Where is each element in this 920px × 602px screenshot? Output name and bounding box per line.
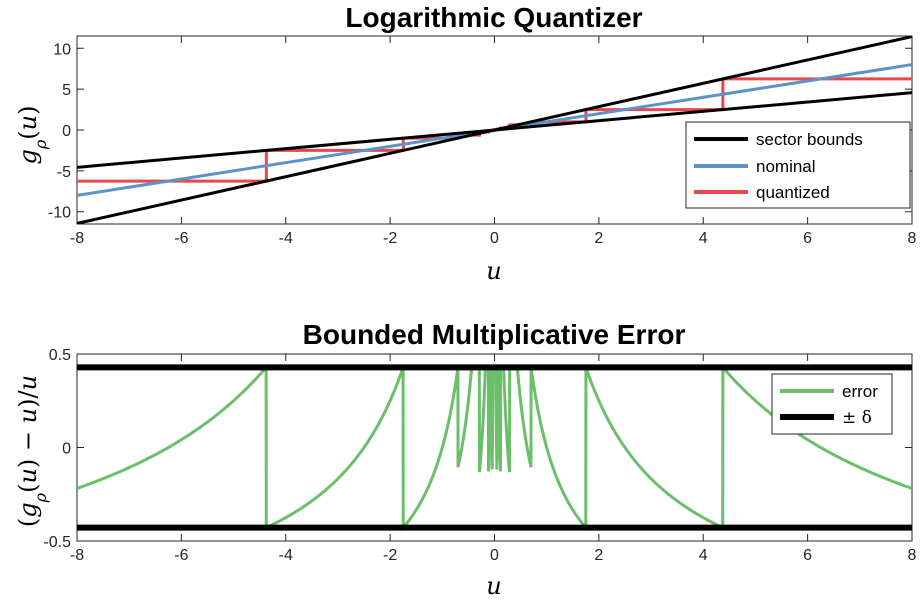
bottom-x-tick-label: 2: [594, 547, 603, 564]
bottom-legend: error ± δ: [771, 373, 893, 435]
top-x-tick-label: -4: [279, 230, 293, 247]
legend-label-delta: ± δ: [842, 408, 872, 428]
top-y-axis-label: gρ(u): [14, 106, 50, 165]
top-x-tick-label: 8: [908, 230, 917, 247]
legend-label-error: error: [842, 382, 878, 401]
bottom-x-tick-label: 8: [908, 547, 917, 564]
legend-label-nominal: nominal: [756, 157, 816, 176]
bottom-x-tick-label: -4: [279, 547, 293, 564]
bottom-x-axis-label: u: [486, 572, 501, 600]
top-plot-area: -8 -6 -4 -2 0 2 4 6 8 10 5 0 -5 -10: [48, 35, 917, 247]
top-y-tick-label: 10: [53, 41, 71, 58]
top-legend: sector bounds nominal quantized: [685, 121, 911, 209]
series-sector-bound-line-2: [77, 91, 912, 169]
bottom-x-tick-label: -8: [70, 547, 84, 564]
bottom-y-axis-label: (gρ(u) − u)/u: [14, 375, 50, 527]
legend-label-quantized: quantized: [756, 183, 830, 202]
bottom-x-tick-label: 0: [490, 547, 499, 564]
top-x-tick-label: 4: [699, 230, 708, 247]
bottom-x-tick-label: 6: [803, 547, 812, 564]
top-x-tick-label: 6: [803, 230, 812, 247]
bottom-x-tick-label: -6: [174, 547, 188, 564]
top-x-axis-label: u: [486, 257, 501, 285]
top-y-tick-label: 0: [62, 123, 71, 140]
bottom-x-tick-label: 4: [699, 547, 708, 564]
top-series-group: [77, 36, 912, 224]
top-x-tick-label: 0: [490, 230, 499, 247]
top-y-tick-label: -5: [57, 164, 71, 181]
top-chart-title: Logarithmic Quantizer: [345, 2, 642, 33]
bottom-x-tick-label: -2: [383, 547, 397, 564]
legend-label-sector-bounds: sector bounds: [756, 130, 863, 149]
top-x-tick-label: -6: [174, 230, 188, 247]
bottom-chart-title: Bounded Multiplicative Error: [303, 319, 686, 350]
top-x-tick-label: 2: [594, 230, 603, 247]
bottom-legend-box: [771, 373, 893, 435]
bottom-y-tick-label: -0.5: [43, 534, 71, 551]
top-x-tick-label: -8: [70, 230, 84, 247]
bottom-y-tick-label: 0.5: [49, 347, 71, 364]
top-y-tick-label: -10: [48, 205, 71, 222]
top-x-tick-label: -2: [383, 230, 397, 247]
top-y-tick-label: 5: [62, 82, 71, 99]
bottom-y-tick-label: 0: [62, 441, 71, 458]
